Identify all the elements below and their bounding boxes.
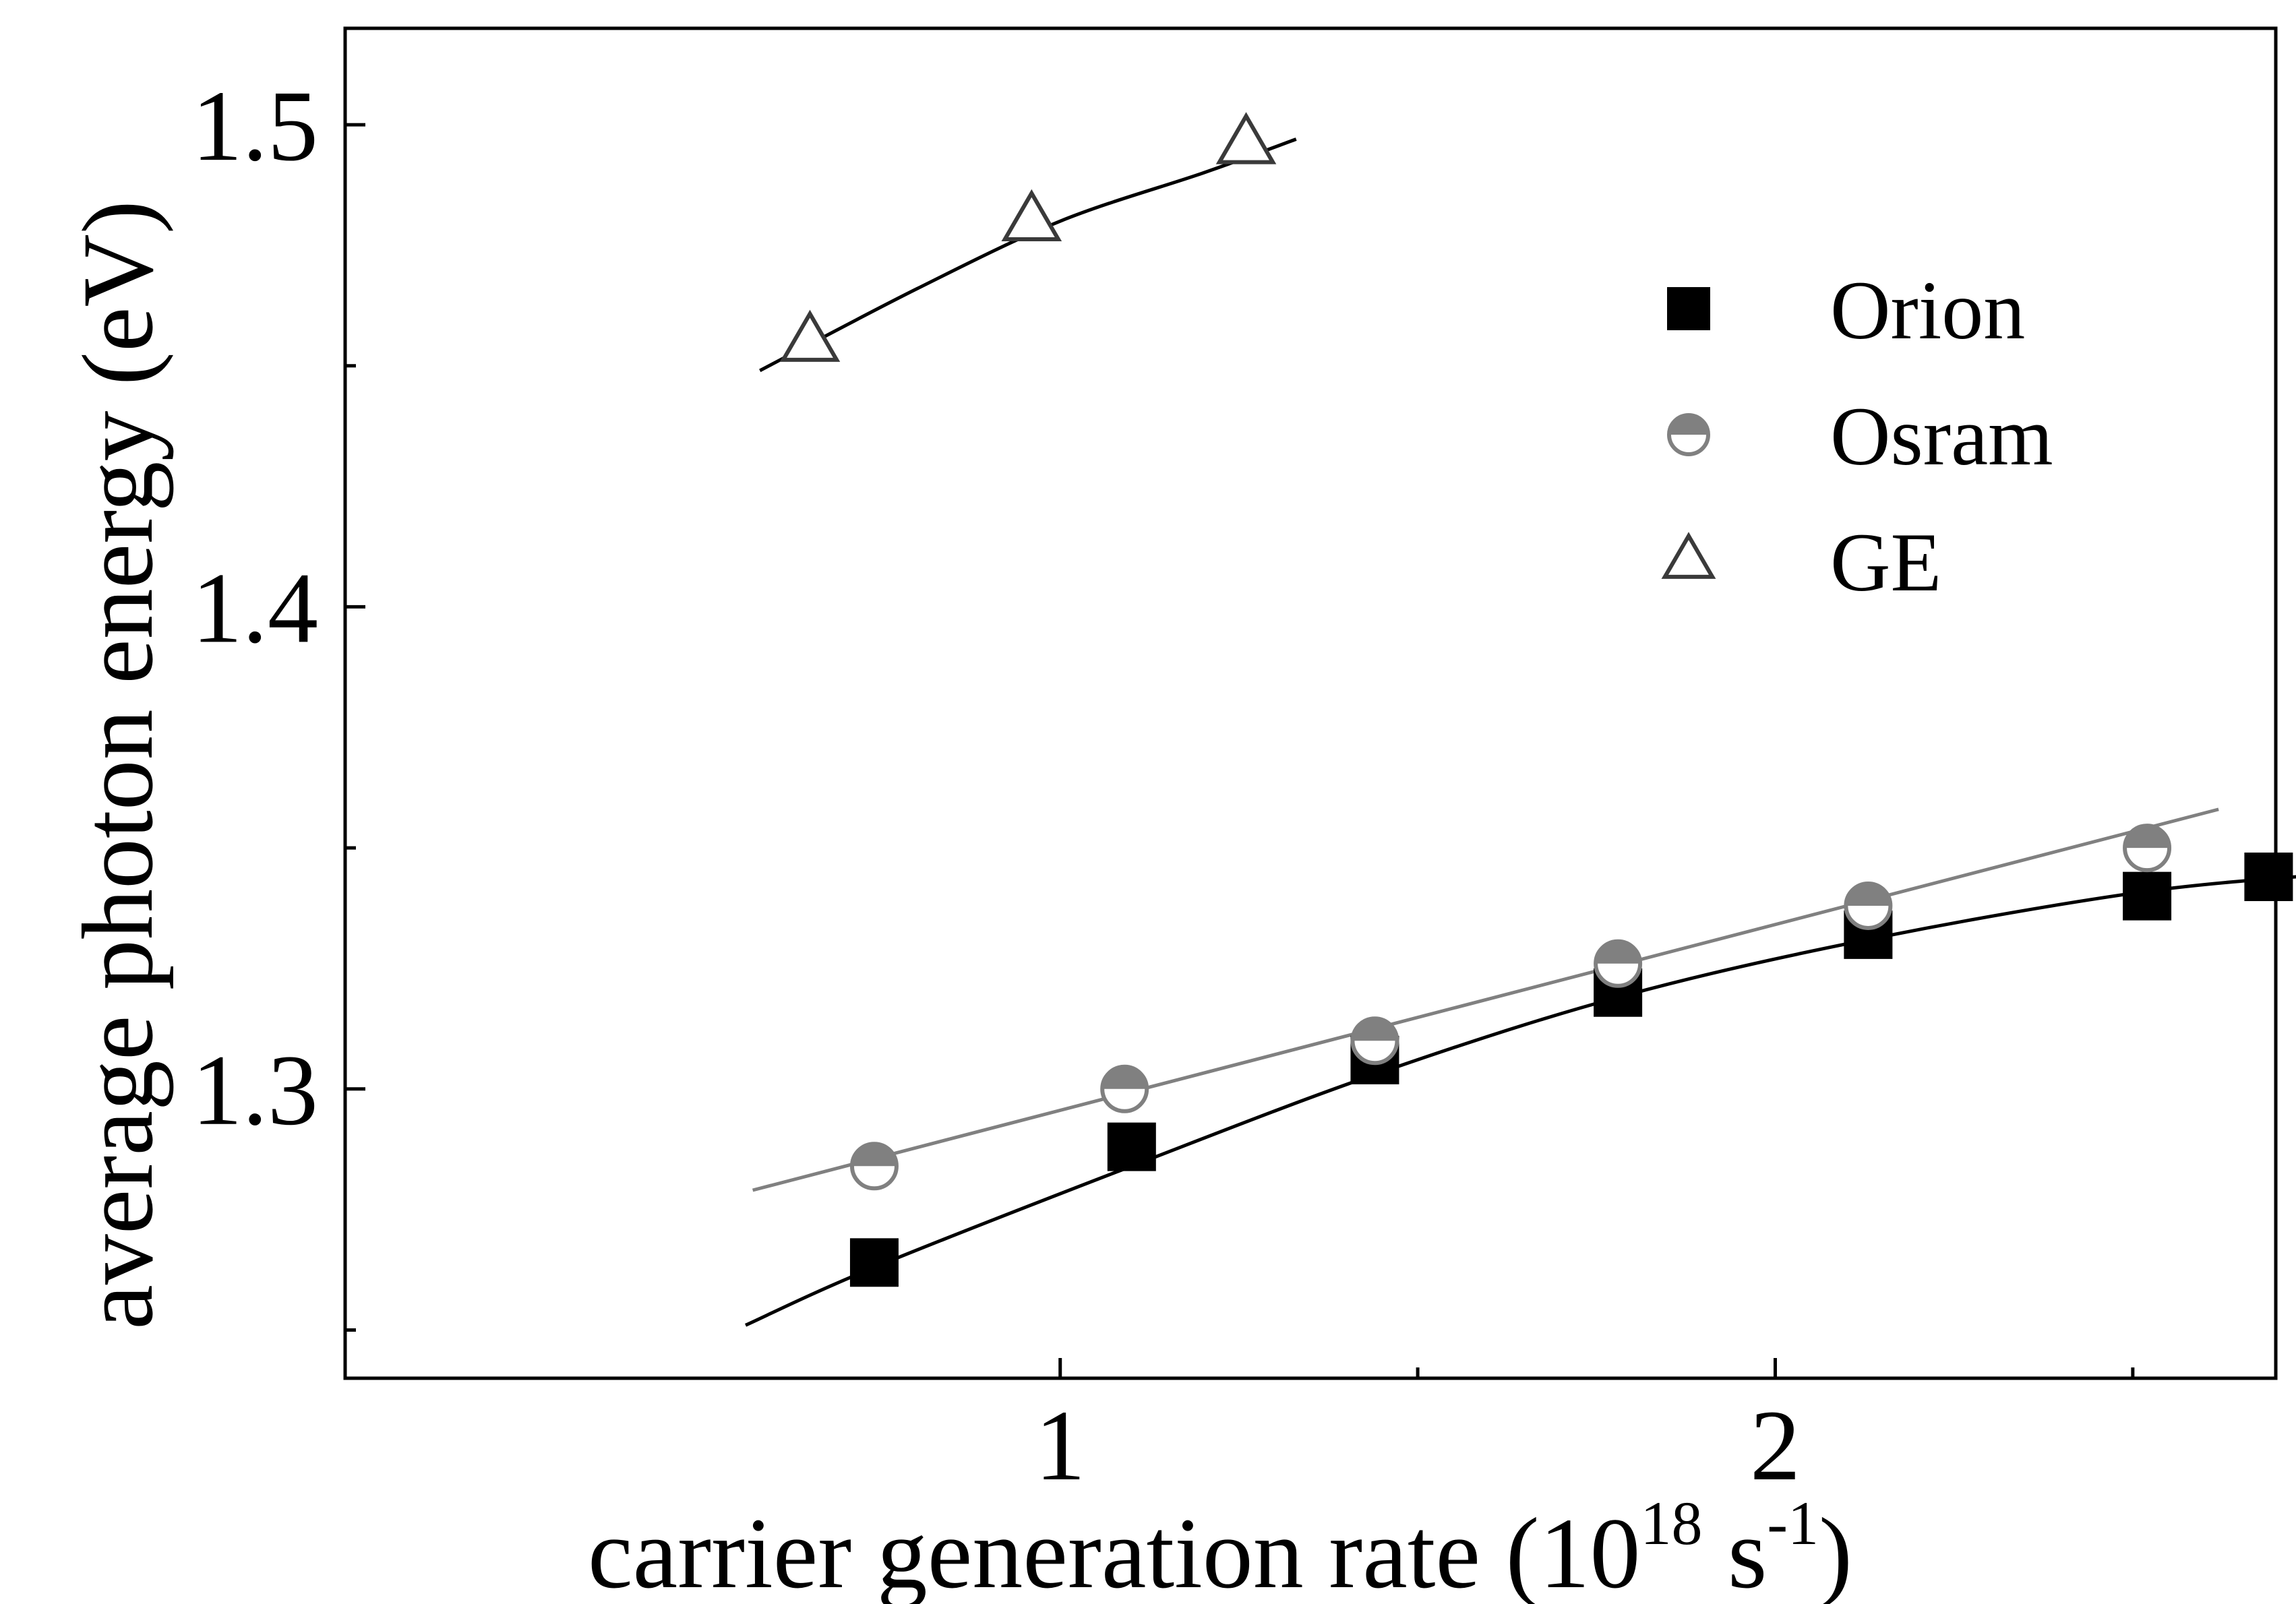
triangle-marker-shape (779, 309, 841, 362)
circle-marker-fill (851, 1144, 897, 1167)
fit-line-ge (759, 137, 1297, 373)
data-point-ge (779, 309, 841, 362)
x-axis-title-close: ) (1819, 1498, 1852, 1604)
legend-label-ge: GE (1830, 516, 1941, 609)
y-axis-title: average photon energy (eV) (62, 200, 174, 1330)
legend-label-orion: Orion (1830, 264, 2025, 357)
legend-marker-ge (1661, 532, 1716, 579)
triangle-marker-shape (1215, 112, 1277, 164)
legend: Orion Osram GE (1661, 264, 2053, 609)
square-marker-shape (2123, 871, 2172, 921)
x-axis-title-unit: s (1703, 1498, 1768, 1604)
x-axis-title-exponent: 18 (1641, 1489, 1703, 1557)
fit-line-osram (752, 807, 2219, 1192)
triangle-marker-shape (1661, 532, 1716, 579)
square-marker-shape (1667, 287, 1710, 330)
data-point-osram (1594, 939, 1643, 988)
y-tick-label: 1.3 (192, 1035, 319, 1146)
circle-marker-fill (1102, 1066, 1147, 1089)
square-marker-shape (2244, 853, 2293, 902)
y-tick-label: 1.4 (192, 552, 319, 664)
square-marker-shape (1107, 1122, 1156, 1171)
plot-area-border (343, 26, 2278, 1380)
circle-marker-fill (1352, 1018, 1397, 1041)
circle-marker-fill (1846, 883, 1891, 906)
fit-lines (744, 137, 2296, 1327)
x-tick-label: 2 (1750, 1390, 1801, 1502)
x-tick-label: 1 (1035, 1390, 1085, 1502)
data-point-osram (1844, 881, 1893, 930)
circle-marker-fill (2125, 826, 2170, 849)
x-axis-title-unit-exponent: -1 (1767, 1489, 1819, 1557)
data-point-osram (1350, 1016, 1399, 1066)
square-marker-shape (849, 1238, 899, 1287)
legend-label-osram: Osram (1830, 390, 2053, 483)
legend-marker-osram (1667, 413, 1710, 456)
x-axis-title-main: carrier generation rate (10 (588, 1498, 1641, 1604)
axis-ticks: 1 2 1.3 1.4 1.5 (192, 70, 2135, 1502)
data-point-orion (2244, 853, 2293, 902)
data-points (779, 112, 2293, 1287)
legend-marker-orion (1667, 287, 1710, 330)
fit-line-orion (744, 875, 2296, 1327)
circle-marker-fill (1596, 941, 1641, 964)
data-point-osram (849, 1142, 899, 1191)
triangle-marker-shape (1001, 189, 1062, 242)
data-point-osram (2123, 824, 2172, 873)
y-tick-label: 1.5 (192, 70, 319, 182)
plot-frame (343, 26, 2278, 1380)
data-point-ge (1215, 112, 1277, 164)
data-point-orion (2123, 871, 2172, 921)
data-point-ge (1001, 189, 1062, 242)
circle-marker-fill (1669, 415, 1708, 435)
data-point-orion (849, 1238, 899, 1287)
x-axis-title: carrier generation rate (1018 s-1) (588, 1489, 1852, 1604)
data-point-osram (1100, 1064, 1149, 1113)
data-point-orion (1107, 1122, 1156, 1171)
